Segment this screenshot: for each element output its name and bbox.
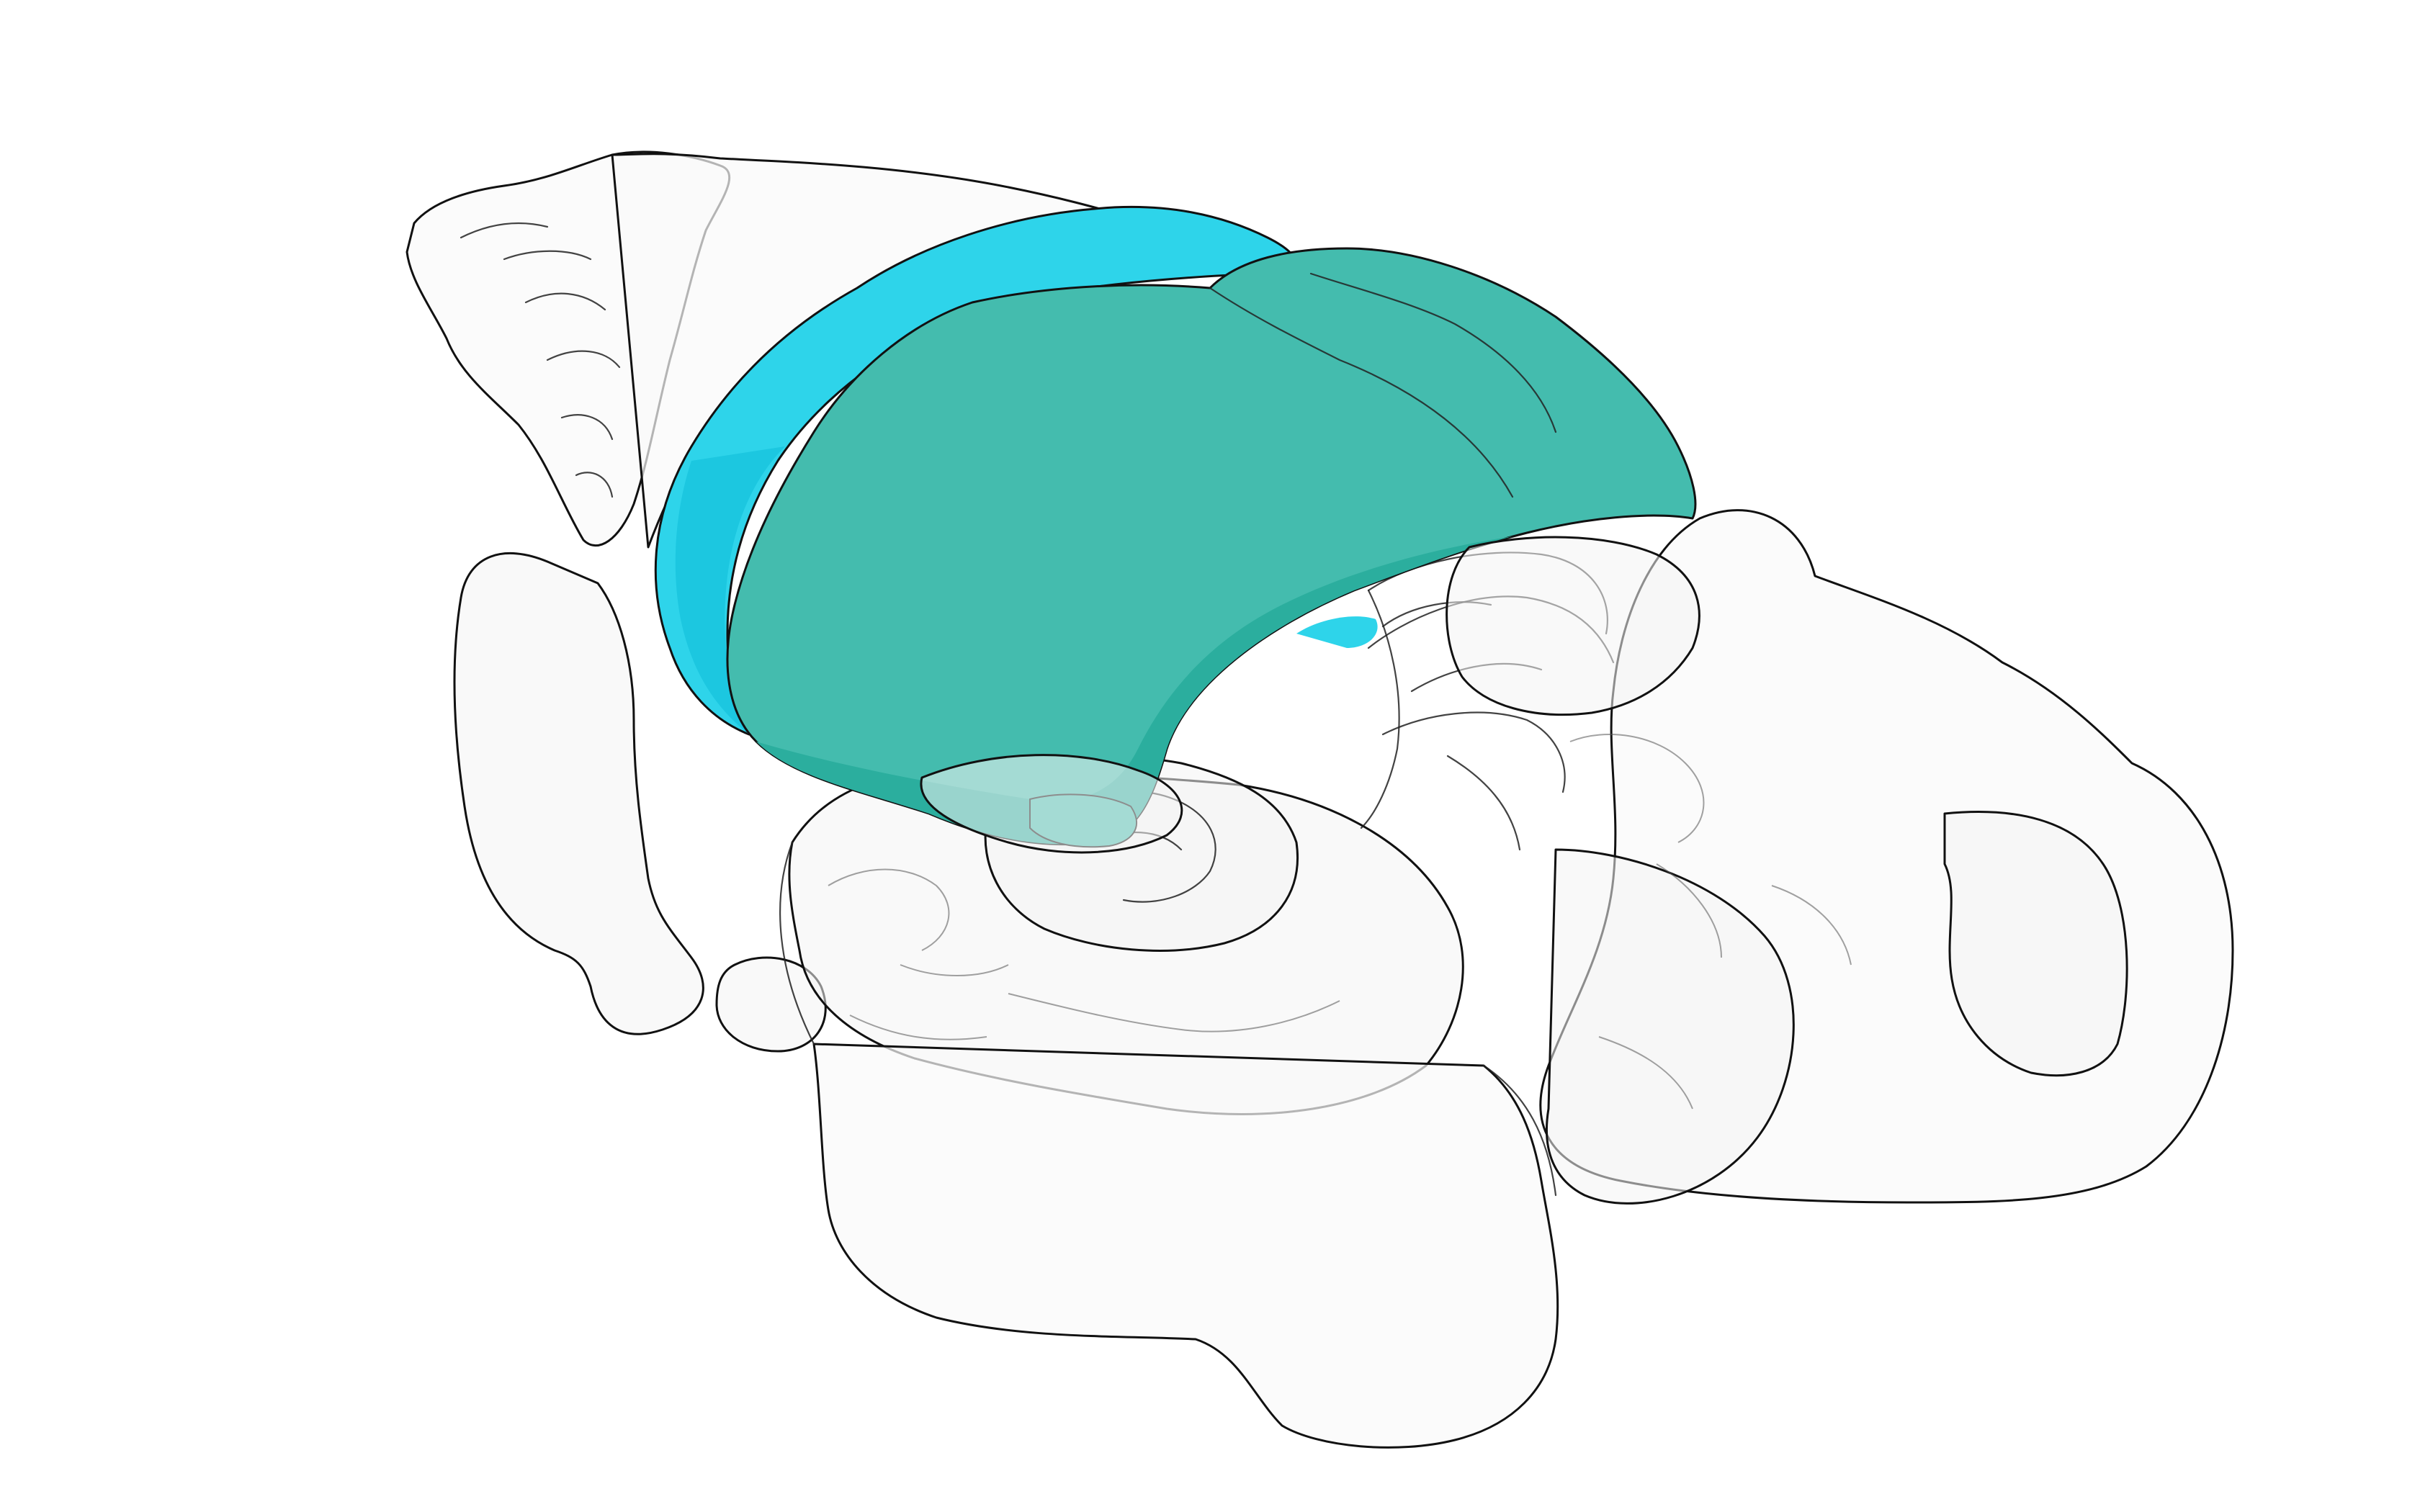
front-thalamus-outline [1360, 589, 1400, 829]
region-teal-shape [726, 247, 1697, 846]
front-midbrain-outline [920, 754, 1183, 854]
ventral-outline [779, 841, 1557, 1197]
small-lobe-outline [715, 956, 827, 1053]
brainstem-outline [812, 1043, 1559, 1449]
cerebellum-inner-outline [1943, 811, 2128, 1077]
region-cyan-shape [654, 205, 1298, 736]
region-cyan-shade [675, 446, 785, 734]
olfactory-inner-detail [460, 222, 621, 498]
region-teal-fold [1209, 287, 1514, 498]
region-cyan-underside [1296, 616, 1378, 648]
inner-contours-left [828, 868, 1340, 1040]
front-ghost-overlay [920, 536, 1700, 854]
front-cerebellum-top-outline [1446, 536, 1700, 716]
left-lateral-lobe-outline [453, 552, 704, 1035]
region-teal-fold-2 [1309, 272, 1557, 433]
ghost-brain-structures [405, 150, 2234, 1449]
inner-contours-right [1569, 734, 1852, 1110]
pons-outline [1545, 848, 1795, 1205]
